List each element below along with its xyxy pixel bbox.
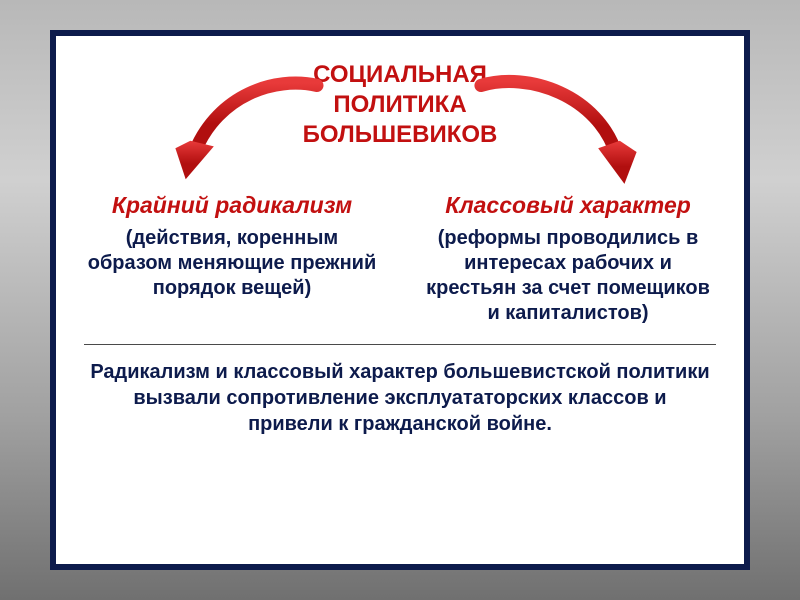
divider-line [84,344,716,345]
right-branch-title: Классовый характер [420,192,716,220]
left-branch: Крайний радикализм (действия, коренным о… [84,192,380,326]
branches-row: Крайний радикализм (действия, коренным о… [84,192,716,326]
right-arrow-head [598,141,636,184]
left-branch-desc: (действия, коренным образом меняющие пре… [84,226,380,301]
right-branch: Классовый характер (реформы проводились … [420,192,716,326]
right-branch-desc: (реформы проводились в интересах рабочих… [420,226,716,326]
conclusion-text: Радикализм и классовый характер большеви… [84,359,716,437]
left-arrow-head [175,141,213,179]
info-panel: СОЦИАЛЬНАЯ ПОЛИТИКА БОЛЬШЕВИКОВ Крайний … [50,30,750,570]
left-branch-title: Крайний радикализм [84,192,380,220]
main-title: СОЦИАЛЬНАЯ ПОЛИТИКА БОЛЬШЕВИКОВ [270,60,530,150]
